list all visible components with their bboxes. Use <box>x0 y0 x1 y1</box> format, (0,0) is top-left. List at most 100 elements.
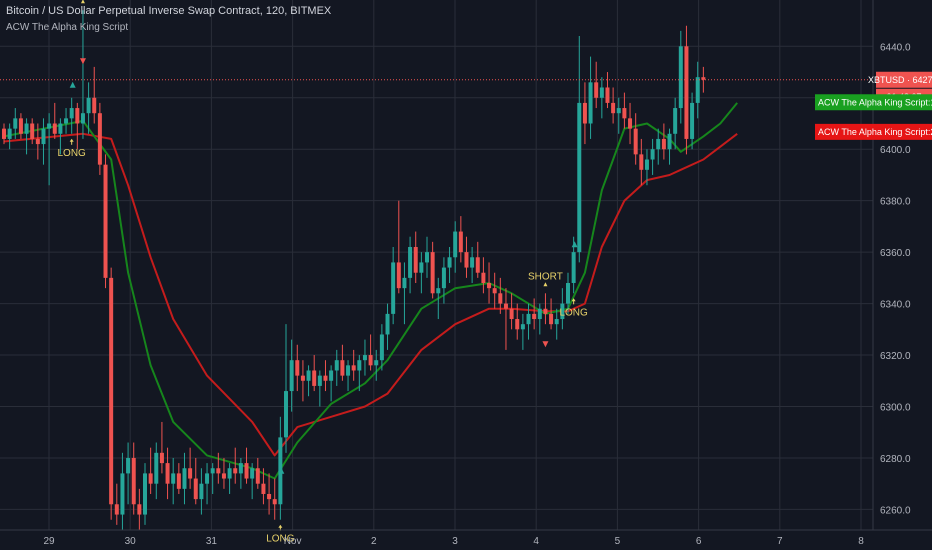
candle-body[interactable] <box>35 138 40 145</box>
candle-body[interactable] <box>549 313 554 325</box>
candle-body[interactable] <box>210 468 215 474</box>
candle-body[interactable] <box>690 102 695 139</box>
candle-body[interactable] <box>340 360 345 376</box>
candle-body[interactable] <box>560 303 565 320</box>
candle-body[interactable] <box>661 138 666 150</box>
candle-body[interactable] <box>261 483 266 494</box>
time-axis[interactable]: 29 30 31 Nov 2 3 4 5 6 7 8 <box>43 536 864 547</box>
candle-body[interactable] <box>684 46 689 139</box>
candle-body[interactable] <box>695 77 700 103</box>
candle-body[interactable] <box>306 370 311 381</box>
candle-body[interactable] <box>628 118 633 129</box>
candle-body[interactable] <box>109 277 114 505</box>
candle-body[interactable] <box>221 473 226 479</box>
candle-body[interactable] <box>165 463 170 484</box>
candle-body[interactable] <box>182 468 187 489</box>
candle-body[interactable] <box>470 257 475 268</box>
candle-body[interactable] <box>396 262 401 289</box>
candle-body[interactable] <box>362 355 367 361</box>
candle-body[interactable] <box>582 102 587 124</box>
candle-body[interactable] <box>588 82 593 124</box>
candle-body[interactable] <box>498 293 503 304</box>
candle-body[interactable] <box>605 87 610 103</box>
candle-body[interactable] <box>193 478 198 500</box>
candle-body[interactable] <box>154 452 159 484</box>
candle-body[interactable] <box>205 473 210 484</box>
candle-body[interactable] <box>267 493 272 500</box>
candle-body[interactable] <box>633 128 638 155</box>
candle-body[interactable] <box>346 365 351 376</box>
candle-body[interactable] <box>92 97 97 114</box>
candle-body[interactable] <box>430 252 435 294</box>
candle-body[interactable] <box>650 149 655 160</box>
candle-body[interactable] <box>413 246 418 273</box>
candle-body[interactable] <box>611 102 616 114</box>
candle-body[interactable] <box>385 313 390 335</box>
candle-body[interactable] <box>312 370 317 386</box>
candle-body[interactable] <box>447 257 452 268</box>
candle-body[interactable] <box>18 118 23 134</box>
candle-body[interactable] <box>80 113 85 124</box>
candle-body[interactable] <box>58 123 63 134</box>
candle-body[interactable] <box>272 499 277 505</box>
candle-body[interactable] <box>13 118 18 129</box>
candle-body[interactable] <box>52 123 57 134</box>
candle-body[interactable] <box>492 288 497 294</box>
candle-body[interactable] <box>64 118 69 124</box>
candle-body[interactable] <box>171 473 176 484</box>
candle-body[interactable] <box>317 375 322 386</box>
candle-body[interactable] <box>481 272 486 284</box>
candle-body[interactable] <box>368 355 373 366</box>
candle-body[interactable] <box>69 108 74 119</box>
candle-body[interactable] <box>227 468 232 479</box>
candle-body[interactable] <box>114 504 119 515</box>
candle-body[interactable] <box>216 468 221 474</box>
candle-body[interactable] <box>159 452 164 464</box>
candle-body[interactable] <box>137 504 142 515</box>
candlesticks[interactable] <box>2 10 706 530</box>
candle-body[interactable] <box>329 370 334 381</box>
candle-body[interactable] <box>289 360 294 392</box>
candle-body[interactable] <box>143 473 147 515</box>
candle-body[interactable] <box>7 128 12 139</box>
candle-body[interactable] <box>537 308 542 320</box>
candle-body[interactable] <box>86 97 91 114</box>
candle-body[interactable] <box>97 113 102 165</box>
candle-body[interactable] <box>441 267 446 289</box>
candle-body[interactable] <box>419 262 424 273</box>
candle-body[interactable] <box>566 283 570 304</box>
candle-body[interactable] <box>284 391 288 438</box>
candle-body[interactable] <box>678 46 683 109</box>
candle-body[interactable] <box>238 463 243 474</box>
candle-body[interactable] <box>244 463 249 479</box>
candle-body[interactable] <box>520 324 525 330</box>
candle-body[interactable] <box>667 133 672 150</box>
candle-body[interactable] <box>458 231 463 253</box>
candle-body[interactable] <box>379 334 384 361</box>
candle-body[interactable] <box>126 457 131 474</box>
candle-body[interactable] <box>622 108 627 119</box>
candle-body[interactable] <box>509 308 514 320</box>
candle-body[interactable] <box>323 375 328 381</box>
candle-body[interactable] <box>532 313 537 320</box>
candle-body[interactable] <box>616 108 621 114</box>
candle-body[interactable] <box>75 108 80 124</box>
candle-body[interactable] <box>47 123 52 129</box>
candle-body[interactable] <box>24 123 29 134</box>
candle-body[interactable] <box>594 82 599 98</box>
candle-body[interactable] <box>41 128 46 145</box>
candle-body[interactable] <box>188 468 193 479</box>
indicator-name[interactable]: ACW The Alpha King Script <box>6 22 128 33</box>
candle-body[interactable] <box>577 102 582 253</box>
candle-body[interactable] <box>464 252 469 268</box>
candle-body[interactable] <box>543 308 548 314</box>
candle-body[interactable] <box>233 468 238 474</box>
candle-body[interactable] <box>639 154 644 170</box>
candle-body[interactable] <box>255 468 260 484</box>
candle-body[interactable] <box>2 128 6 139</box>
candle-body[interactable] <box>673 108 678 134</box>
candle-body[interactable] <box>199 483 204 500</box>
candle-body[interactable] <box>131 457 136 505</box>
candle-body[interactable] <box>656 138 661 150</box>
